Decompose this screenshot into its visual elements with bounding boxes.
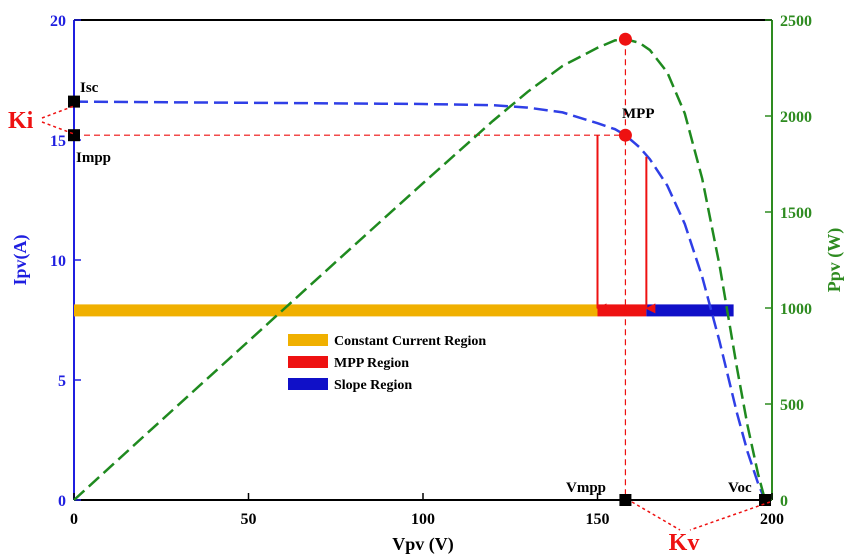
kv-label: Kv [669,530,700,556]
y-left-tick-label-15: 15 [50,133,66,150]
y-right-tick-label-2000: 2000 [780,109,812,126]
ki-label: Ki [8,108,34,134]
y-right-tick-label-0: 0 [780,493,788,510]
x-tick-label-50: 50 [241,511,257,528]
x-tick-label-200: 200 [760,511,784,528]
y-left-tick-label-5: 5 [58,373,66,390]
legend-swatch-mpp [288,356,328,368]
y-right-tick-label-1000: 1000 [780,301,812,318]
y-left-tick-label-20: 20 [50,13,66,30]
y-left-tick-labels: 0 5 10 15 20 [50,13,66,510]
impp-marker [68,129,80,142]
y-left-axis-title: Ipv(A) [10,234,31,285]
y-left-tick-label-0: 0 [58,493,66,510]
legend-label-constant: Constant Current Region [334,334,486,349]
legend-swatch-constant [288,334,328,346]
mpp-current-marker [618,128,632,142]
voc-label: Voc [728,480,752,496]
x-tick-label-100: 100 [411,511,435,528]
y-right-tick-labels: 0 500 1000 1500 2000 2500 [780,13,812,510]
mpp-power-marker [618,32,632,46]
isc-marker [68,95,80,108]
vmpp-label: Vmpp [566,480,606,496]
x-tick-labels: 0 50 100 150 200 [70,511,784,528]
kv-connector-right [689,501,771,531]
legend-label-mpp: MPP Region [334,356,409,371]
voc-marker [759,494,772,506]
point-markers [68,32,772,506]
legend: Constant Current Region MPP Region Slope… [288,334,486,393]
y-right-tick-label-500: 500 [780,397,804,414]
legend-swatch-slope [288,378,328,390]
legend-label-slope: Slope Region [334,378,412,393]
kv-connector-left [631,501,681,531]
region-arrows [596,135,656,314]
y-right-tick-label-1500: 1500 [780,205,812,222]
region-bar-1 [597,304,647,317]
y-right-tick-label-2500: 2500 [780,13,812,30]
guide-lines [74,39,627,500]
vmpp-marker [619,494,632,506]
x-tick-label-150: 150 [586,511,610,528]
region-bar-0 [74,304,598,317]
mpp-label: MPP [622,106,654,122]
y-right-axis-title: Ppv (W) [824,228,845,293]
x-axis-title: Vpv (V) [392,534,454,555]
power-curve [73,37,767,501]
current-curve [73,100,767,501]
region-bar-2 [646,304,734,317]
isc-label: Isc [80,80,99,96]
impp-label: Impp [76,150,111,166]
x-tick-label-0: 0 [70,511,78,528]
axis-ticks [73,19,773,501]
ki-connector-upper [41,105,75,119]
y-left-tick-label-10: 10 [50,253,66,270]
region-bars [74,304,734,317]
